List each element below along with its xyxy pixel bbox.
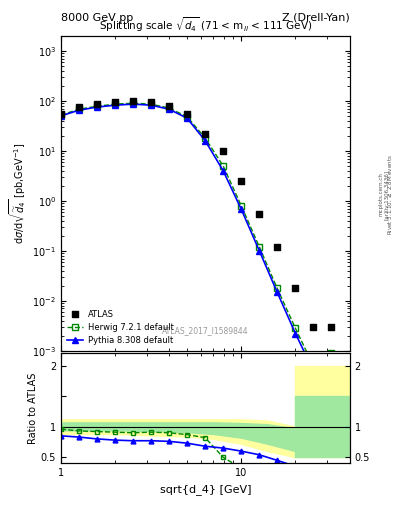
Herwig 7.2.1 default bbox=[185, 114, 189, 120]
Pythia 8.308 default bbox=[221, 167, 226, 174]
Legend: ATLAS, Herwig 7.2.1 default, Pythia 8.308 default: ATLAS, Herwig 7.2.1 default, Pythia 8.30… bbox=[63, 306, 177, 348]
Herwig 7.2.1 default bbox=[293, 325, 298, 331]
Herwig 7.2.1 default bbox=[167, 105, 171, 111]
Pythia 8.308 default bbox=[94, 104, 99, 110]
Pythia 8.308 default bbox=[59, 113, 63, 119]
Herwig 7.2.1 default bbox=[275, 285, 279, 291]
Title: Splitting scale $\sqrt{d_4}$ (71 < m$_{ll}$ < 111 GeV): Splitting scale $\sqrt{d_4}$ (71 < m$_{l… bbox=[99, 15, 312, 34]
Line: Pythia 8.308 default: Pythia 8.308 default bbox=[58, 101, 334, 379]
Herwig 7.2.1 default bbox=[77, 106, 81, 112]
Text: 8000 GeV pp: 8000 GeV pp bbox=[61, 13, 133, 23]
Text: [arXiv:1306.3436]: [arXiv:1306.3436] bbox=[384, 169, 388, 220]
X-axis label: sqrt{d_4} [GeV]: sqrt{d_4} [GeV] bbox=[160, 484, 251, 495]
Pythia 8.308 default bbox=[293, 331, 298, 337]
Herwig 7.2.1 default bbox=[221, 163, 226, 169]
Pythia 8.308 default bbox=[77, 107, 81, 113]
Herwig 7.2.1 default bbox=[94, 103, 99, 110]
ATLAS bbox=[94, 100, 100, 109]
Text: ATLAS_2017_I1589844: ATLAS_2017_I1589844 bbox=[162, 326, 249, 335]
ATLAS bbox=[202, 130, 208, 138]
Pythia 8.308 default bbox=[149, 102, 153, 108]
Herwig 7.2.1 default bbox=[130, 100, 135, 106]
Herwig 7.2.1 default bbox=[59, 112, 63, 118]
Y-axis label: d$\sigma$/d$\sqrt{\widetilde{d}_4}$ [pb,GeV$^{-1}$]: d$\sigma$/d$\sqrt{\widetilde{d}_4}$ [pb,… bbox=[8, 142, 29, 244]
ATLAS bbox=[274, 243, 280, 251]
Herwig 7.2.1 default bbox=[311, 362, 316, 369]
Pythia 8.308 default bbox=[203, 138, 208, 144]
ATLAS bbox=[256, 210, 263, 218]
Pythia 8.308 default bbox=[113, 102, 118, 108]
ATLAS bbox=[148, 98, 154, 106]
ATLAS bbox=[238, 177, 244, 185]
ATLAS bbox=[184, 110, 190, 118]
Herwig 7.2.1 default bbox=[239, 203, 244, 209]
Pythia 8.308 default bbox=[311, 368, 316, 374]
ATLAS bbox=[76, 103, 82, 111]
Pythia 8.308 default bbox=[257, 248, 262, 254]
ATLAS bbox=[58, 110, 64, 118]
ATLAS bbox=[220, 147, 226, 155]
Herwig 7.2.1 default bbox=[149, 101, 153, 107]
Herwig 7.2.1 default bbox=[257, 244, 262, 250]
ATLAS bbox=[166, 101, 172, 110]
Herwig 7.2.1 default bbox=[329, 350, 334, 356]
Y-axis label: Ratio to ATLAS: Ratio to ATLAS bbox=[28, 373, 38, 444]
ATLAS bbox=[112, 98, 118, 106]
Pythia 8.308 default bbox=[167, 106, 171, 112]
ATLAS bbox=[310, 323, 316, 331]
Text: Z (Drell-Yan): Z (Drell-Yan) bbox=[282, 13, 350, 23]
Pythia 8.308 default bbox=[185, 115, 189, 121]
Pythia 8.308 default bbox=[239, 206, 244, 212]
Text: Rivet 3.1.10, $\geq$ 2.8M events: Rivet 3.1.10, $\geq$ 2.8M events bbox=[386, 154, 393, 235]
ATLAS bbox=[328, 323, 334, 331]
Text: mcplots.cern.ch: mcplots.cern.ch bbox=[379, 173, 384, 217]
Herwig 7.2.1 default bbox=[113, 101, 118, 107]
ATLAS bbox=[130, 97, 136, 105]
Pythia 8.308 default bbox=[329, 374, 334, 380]
Line: Herwig 7.2.1 default: Herwig 7.2.1 default bbox=[58, 100, 334, 369]
Pythia 8.308 default bbox=[275, 289, 279, 295]
Herwig 7.2.1 default bbox=[203, 135, 208, 141]
ATLAS bbox=[292, 284, 299, 292]
Pythia 8.308 default bbox=[130, 101, 135, 107]
